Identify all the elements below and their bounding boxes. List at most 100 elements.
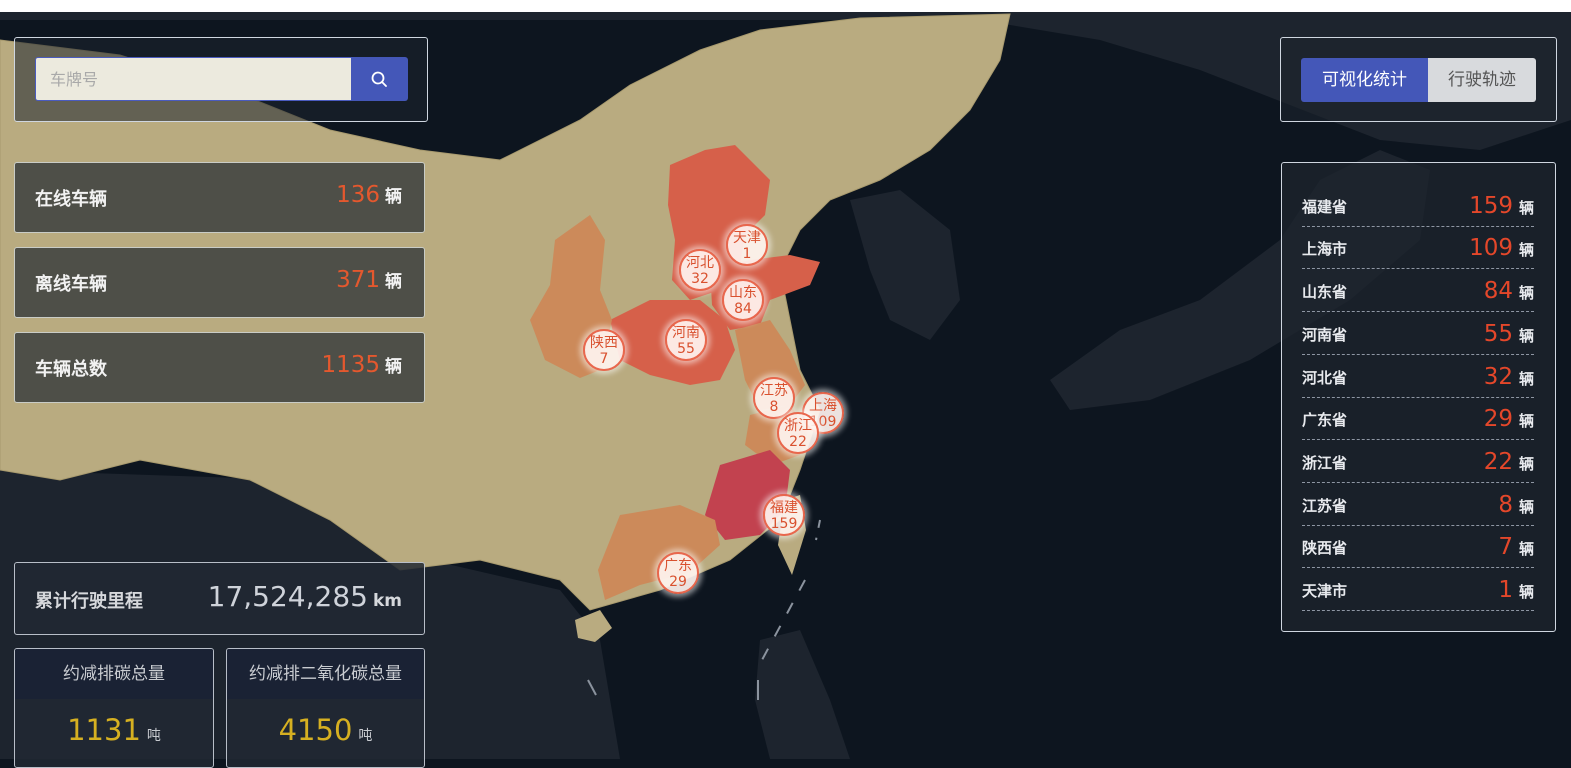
ranking-value: 32 <box>1483 364 1513 390</box>
search-button[interactable] <box>351 57 408 101</box>
stat-unit: 辆 <box>385 187 402 207</box>
marker-name: 河南 <box>672 325 700 341</box>
plate-search-input[interactable] <box>35 57 351 101</box>
map-marker-zhejiang[interactable]: 浙江 22 <box>777 412 819 454</box>
stat-card-online: 在线车辆 136 辆 <box>14 162 425 233</box>
map-marker-fujian[interactable]: 福建 159 <box>763 494 805 536</box>
ranking-unit: 辆 <box>1518 540 1534 558</box>
tab-visual-stats[interactable]: 可视化统计 <box>1301 58 1428 102</box>
ranking-row: 上海市 109 辆 <box>1302 227 1534 269</box>
ranking-unit: 辆 <box>1518 498 1534 516</box>
ranking-value: 55 <box>1483 321 1513 347</box>
ranking-unit: 辆 <box>1518 327 1534 345</box>
map-marker-guangdong[interactable]: 广东 29 <box>657 552 699 594</box>
map-marker-jiangsu[interactable]: 江苏 8 <box>753 377 795 419</box>
ranking-value: 159 <box>1469 193 1513 219</box>
marker-value: 55 <box>677 341 695 357</box>
marker-value: 22 <box>789 434 807 450</box>
stat-value: 371 <box>336 267 380 293</box>
carbon-reduction-label: 约减排碳总量 <box>15 649 213 699</box>
map-marker-henan[interactable]: 河南 55 <box>665 319 707 361</box>
carbon-reduction-value: 1131 <box>67 713 141 747</box>
marker-name: 陕西 <box>590 335 618 351</box>
ranking-province: 陕西省 <box>1302 539 1348 557</box>
marker-name: 山东 <box>729 285 757 301</box>
ranking-value: 22 <box>1483 449 1513 475</box>
ranking-value: 7 <box>1498 534 1513 560</box>
ranking-unit: 辆 <box>1518 412 1534 430</box>
ranking-value: 84 <box>1483 278 1513 304</box>
search-panel <box>14 37 428 122</box>
marker-name: 广东 <box>664 558 692 574</box>
search-icon <box>371 71 387 87</box>
ranking-value: 8 <box>1498 492 1513 518</box>
ranking-province: 江苏省 <box>1302 497 1348 515</box>
top-bar <box>0 0 1571 12</box>
ranking-province: 河北省 <box>1302 369 1348 387</box>
mileage-card: 累计行驶里程 17,524,285 km <box>14 562 425 635</box>
map-marker-shandong[interactable]: 山东 84 <box>722 279 764 321</box>
ranking-unit: 辆 <box>1518 241 1534 259</box>
boundary-line <box>815 519 821 541</box>
marker-name: 福建 <box>770 500 798 516</box>
ranking-unit: 辆 <box>1518 455 1534 473</box>
ranking-unit: 辆 <box>1518 370 1534 388</box>
mileage-value: 17,524,285 <box>207 580 368 613</box>
stat-card-total: 车辆总数 1135 辆 <box>14 332 425 403</box>
co2-reduction-card: 约减排二氧化碳总量 4150 吨 <box>226 648 425 768</box>
boundary-line <box>587 679 597 696</box>
map-marker-tianjin[interactable]: 天津 1 <box>726 224 768 266</box>
marker-value: 7 <box>599 351 609 367</box>
marker-name: 浙江 <box>784 418 812 434</box>
stat-unit: 辆 <box>385 272 402 292</box>
carbon-reduction-card: 约减排碳总量 1131 吨 <box>14 648 214 768</box>
ranking-value: 1 <box>1498 577 1513 603</box>
ranking-row: 河北省 32 辆 <box>1302 356 1534 398</box>
ranking-row: 广东省 29 辆 <box>1302 398 1534 440</box>
ranking-row: 山东省 84 辆 <box>1302 270 1534 312</box>
ranking-province: 浙江省 <box>1302 454 1348 472</box>
russia-mongolia-land <box>0 12 1571 150</box>
marker-value: 1 <box>742 246 752 262</box>
marker-name: 天津 <box>733 230 761 246</box>
co2-reduction-unit: 吨 <box>358 728 373 744</box>
marker-name: 河北 <box>686 255 714 271</box>
ranking-row: 浙江省 22 辆 <box>1302 441 1534 483</box>
stat-label: 离线车辆 <box>35 274 107 295</box>
marker-value: 159 <box>770 516 798 532</box>
ranking-value: 109 <box>1469 235 1513 261</box>
ranking-province: 福建省 <box>1302 198 1348 216</box>
map-marker-hebei[interactable]: 河北 32 <box>679 249 721 291</box>
ranking-unit: 辆 <box>1518 199 1534 217</box>
ranking-province: 山东省 <box>1302 283 1348 301</box>
stat-label: 在线车辆 <box>35 189 107 210</box>
co2-reduction-label: 约减排二氧化碳总量 <box>227 649 424 699</box>
korea-land <box>850 190 960 340</box>
map-marker-shaanxi[interactable]: 陕西 7 <box>583 329 625 371</box>
ranking-province: 河南省 <box>1302 326 1348 344</box>
ranking-province: 广东省 <box>1302 411 1348 429</box>
mileage-unit: km <box>372 591 402 611</box>
stat-card-offline: 离线车辆 371 辆 <box>14 247 425 318</box>
philippines-land <box>755 630 850 759</box>
province-guangdong[interactable] <box>598 505 720 600</box>
stat-unit: 辆 <box>385 357 402 377</box>
stat-value: 1135 <box>321 352 380 378</box>
ranking-province: 天津市 <box>1302 582 1348 600</box>
marker-name: 江苏 <box>760 383 788 399</box>
ranking-unit: 辆 <box>1518 284 1534 302</box>
ranking-unit: 辆 <box>1518 583 1534 601</box>
marker-value: 32 <box>691 271 709 287</box>
ranking-row: 河南省 55 辆 <box>1302 313 1534 355</box>
marker-name: 上海 <box>809 398 837 414</box>
marker-value: 29 <box>669 574 687 590</box>
tab-driving-track[interactable]: 行驶轨迹 <box>1428 58 1536 102</box>
stat-label: 车辆总数 <box>35 359 107 380</box>
mileage-label: 累计行驶里程 <box>35 591 143 612</box>
carbon-reduction-unit: 吨 <box>146 728 161 744</box>
ranking-value: 29 <box>1483 406 1513 432</box>
province-ranking-panel: 福建省 159 辆 上海市 109 辆 山东省 84 辆 河南省 55 辆 河北省 32… <box>1281 162 1556 632</box>
